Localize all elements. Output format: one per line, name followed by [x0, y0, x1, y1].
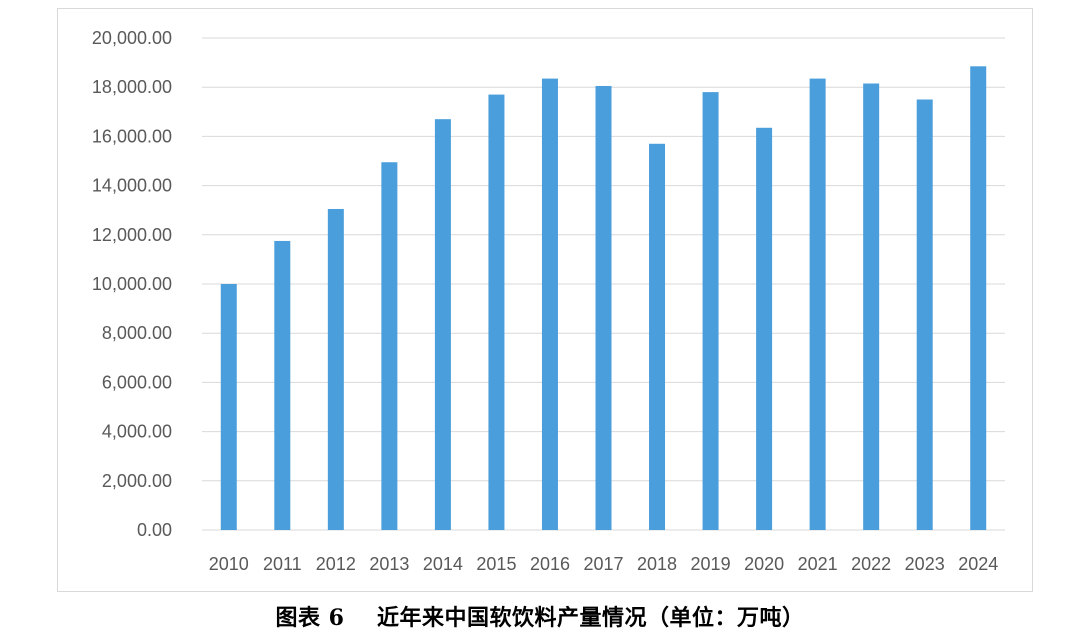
y-tick-label: 20,000.00 [92, 28, 172, 48]
x-tick-label: 2024 [958, 554, 998, 574]
caption-text: 近年来中国软饮料产量情况（单位：万吨） [377, 605, 805, 631]
bar-2022 [863, 83, 880, 530]
x-tick-label: 2015 [476, 554, 516, 574]
x-tick-label: 2023 [905, 554, 945, 574]
y-tick-label: 16,000.00 [92, 126, 172, 146]
x-tick-label: 2020 [744, 554, 784, 574]
x-tick-label: 2019 [691, 554, 731, 574]
x-tick-label: 2021 [798, 554, 838, 574]
y-tick-label: 4,000.00 [102, 422, 172, 442]
caption-label: 图表 6 [275, 605, 345, 631]
bar-2014 [434, 119, 451, 531]
bar-2018 [649, 143, 666, 530]
bar-2010 [220, 284, 237, 530]
bar-2016 [541, 78, 558, 530]
y-tick-label: 8,000.00 [102, 323, 172, 343]
y-tick-label: 18,000.00 [92, 77, 172, 97]
x-tick-label: 2018 [637, 554, 677, 574]
x-tick-label: 2013 [369, 554, 409, 574]
x-tick-label: 2012 [316, 554, 356, 574]
x-tick-label: 2014 [423, 554, 463, 574]
x-tick-label: 2011 [263, 554, 302, 574]
x-tick-label: 2017 [583, 554, 623, 574]
bar-2015 [488, 94, 505, 530]
y-tick-label: 0.00 [137, 520, 172, 540]
bar-2011 [274, 240, 291, 530]
y-tick-label: 2,000.00 [102, 471, 172, 491]
bar-2023 [916, 99, 933, 530]
bar-2024 [970, 66, 987, 530]
x-tick-label: 2022 [851, 554, 891, 574]
x-tick-label: 2010 [209, 554, 249, 574]
y-tick-label: 12,000.00 [92, 225, 172, 245]
x-tick-label: 2016 [530, 554, 570, 574]
bar-2017 [595, 85, 612, 530]
bar-chart: 0.00 2,000.00 4,000.00 6,000.00 8,000.00 10,0… [92, 28, 1005, 574]
bar-2019 [702, 92, 719, 531]
bar-2021 [809, 78, 826, 530]
figure-caption: 图表 6 近年来中国软饮料产量情况（单位：万吨） [0, 600, 1080, 632]
bar-2020 [756, 127, 773, 530]
y-tick-label: 6,000.00 [102, 372, 172, 392]
bar-2013 [381, 162, 398, 531]
bar-2012 [327, 208, 344, 530]
y-tick-label: 14,000.00 [92, 176, 172, 196]
y-tick-label: 10,000.00 [92, 274, 172, 294]
